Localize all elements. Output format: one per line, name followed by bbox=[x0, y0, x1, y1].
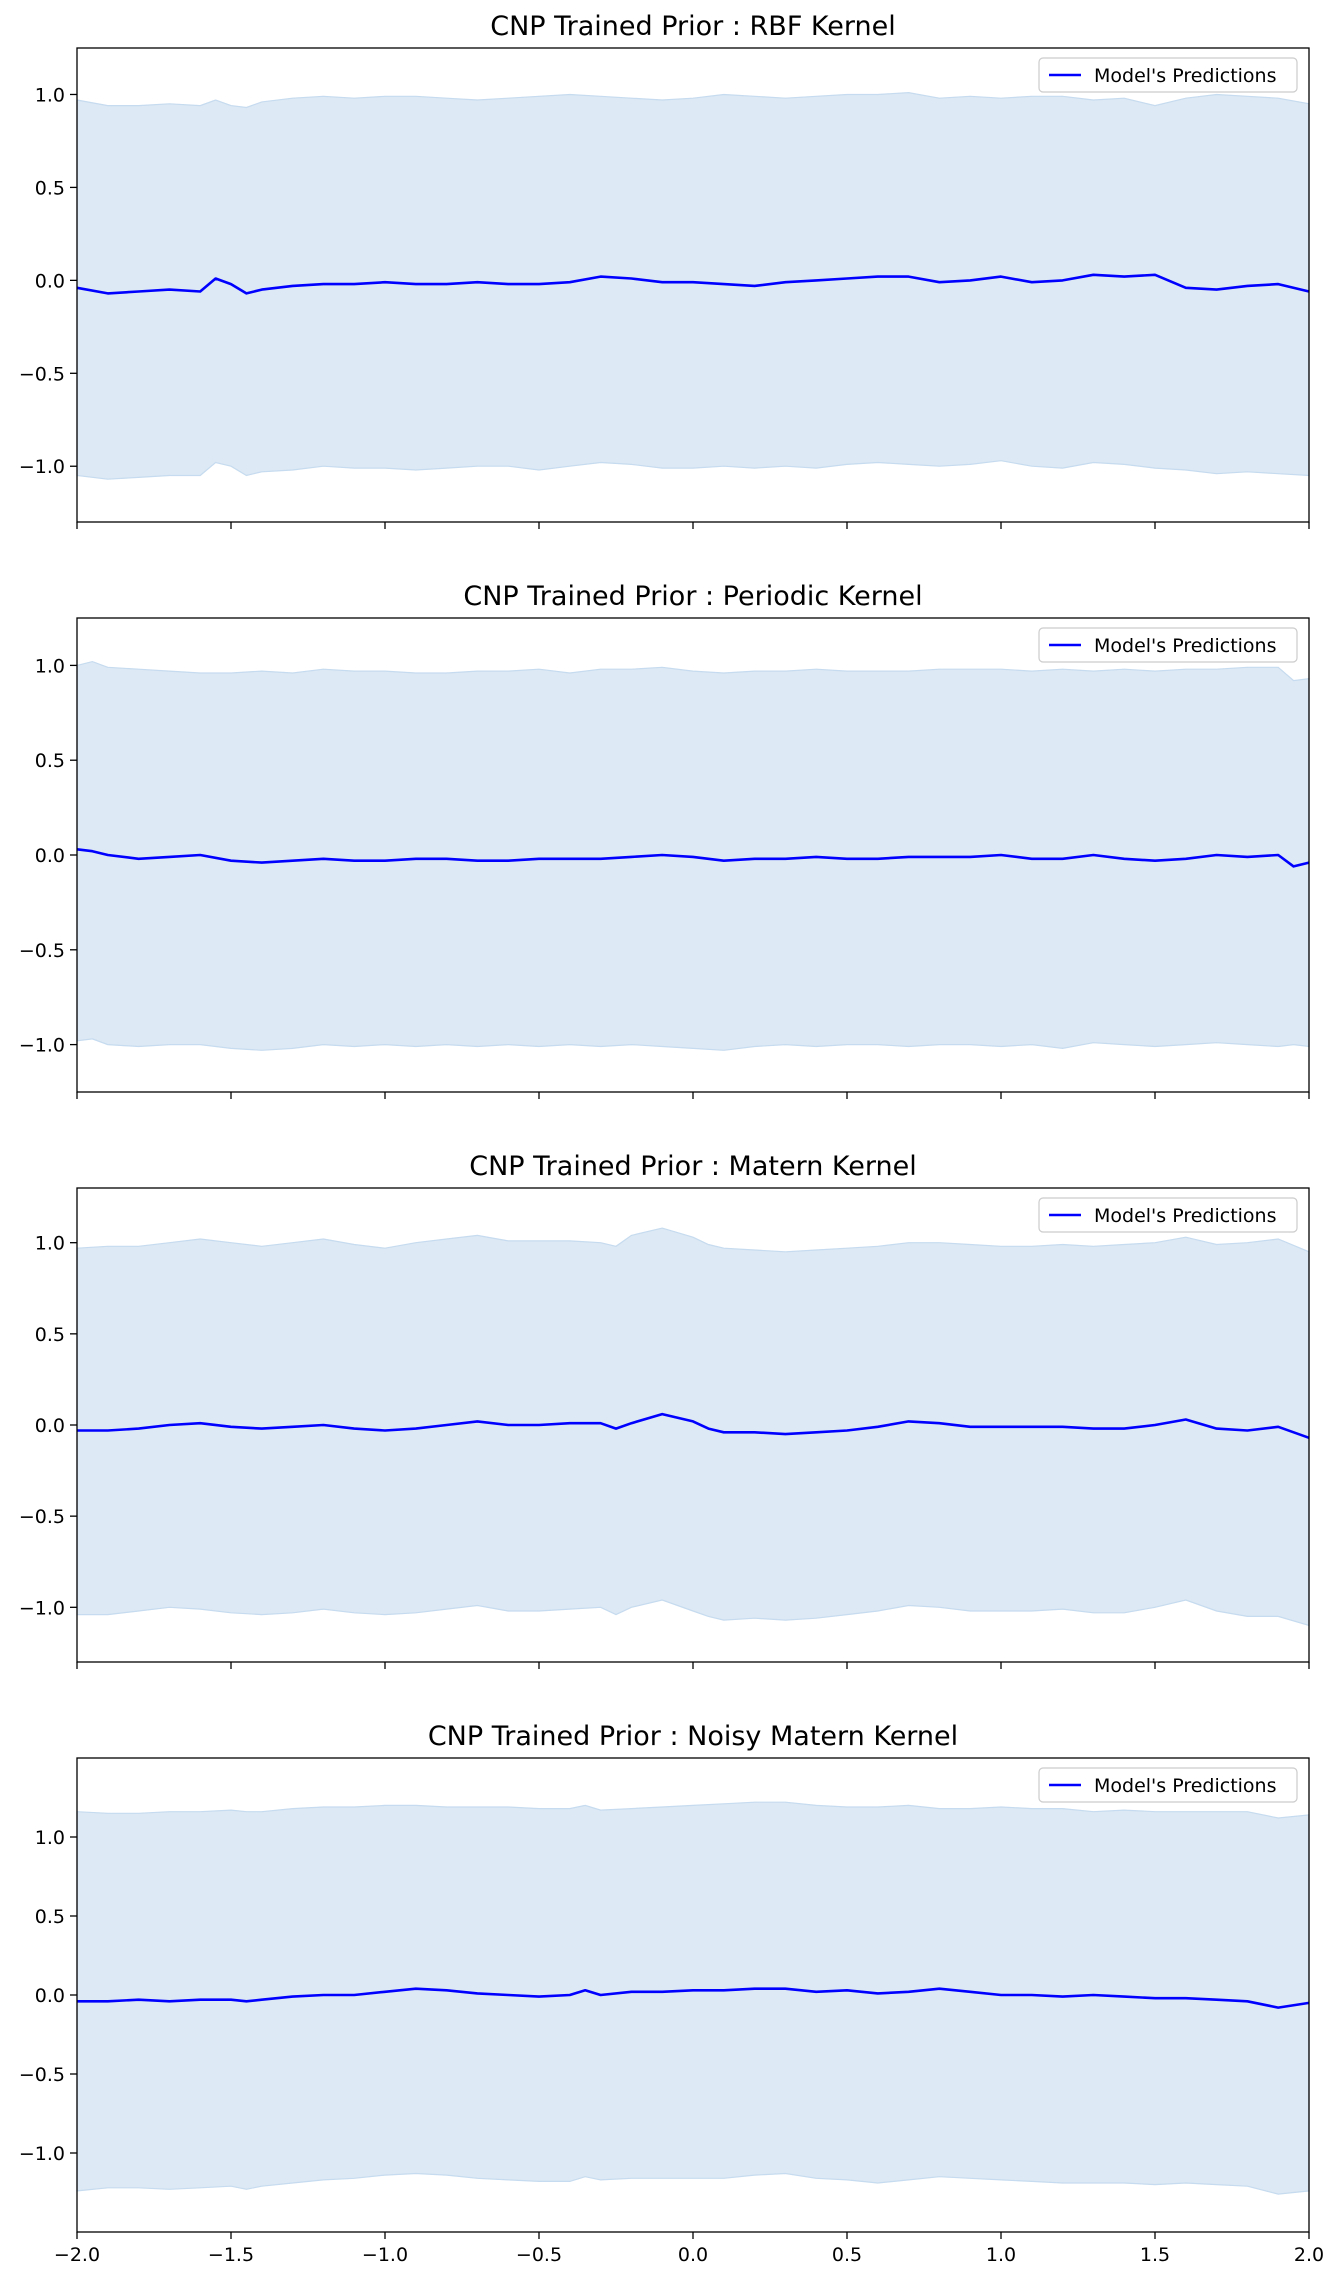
y-tick-label: 0.5 bbox=[35, 750, 65, 772]
chart-title: CNP Trained Prior : RBF Kernel bbox=[490, 11, 896, 42]
y-tick-label: 1.0 bbox=[35, 1827, 65, 1849]
legend-box bbox=[1038, 1767, 1298, 1803]
subplot-3: CNP Trained Prior : Matern Kernel 1.0 0.5 0… bbox=[19, 1151, 1310, 1669]
y-tick-label: 0.5 bbox=[35, 1906, 65, 1928]
x-tick-label: −1.5 bbox=[208, 2244, 254, 2266]
subplot-1: CNP Trained Prior : RBF Kernel 1.0 0.5 0.0 −… bbox=[19, 11, 1310, 529]
legend-label: Model's Predictions bbox=[1094, 1775, 1277, 1797]
prediction-line bbox=[76, 273, 1310, 295]
legend: Model's Predictions bbox=[1038, 1767, 1298, 1803]
y-tick-label: 1.0 bbox=[35, 84, 65, 106]
legend-label: Model's Predictions bbox=[1094, 65, 1277, 87]
y-tick-label: 0.0 bbox=[35, 1415, 65, 1437]
x-tick-label: 0.5 bbox=[832, 2244, 862, 2266]
x-tick-label: −0.5 bbox=[516, 2244, 562, 2266]
y-tick-label: −1.0 bbox=[19, 1597, 65, 1619]
legend-label: Model's Predictions bbox=[1094, 635, 1277, 657]
subplot-2: CNP Trained Prior : Periodic Kernel 1.0 0.… bbox=[19, 581, 1310, 1099]
y-tick-label: 0.0 bbox=[35, 1985, 65, 2007]
legend-box bbox=[1038, 627, 1298, 663]
subplot-4: CNP Trained Prior : Noisy Matern Kernel 1… bbox=[19, 1721, 1324, 2266]
x-tick-label: −1.0 bbox=[362, 2244, 408, 2266]
uncertainty-band bbox=[76, 1801, 1310, 2195]
legend: Model's Predictions bbox=[1038, 57, 1298, 93]
legend-label: Model's Predictions bbox=[1094, 1205, 1277, 1227]
y-tick-label: 0.5 bbox=[35, 1324, 65, 1346]
x-tick-label: 1.0 bbox=[986, 2244, 1016, 2266]
y-tick-label: 0.0 bbox=[35, 270, 65, 292]
legend: Model's Predictions bbox=[1038, 627, 1298, 663]
x-tick-label: 0.0 bbox=[678, 2244, 708, 2266]
y-tick-label: 0.5 bbox=[35, 177, 65, 199]
prediction-line bbox=[76, 848, 1310, 868]
y-tick-label: −1.0 bbox=[19, 2143, 65, 2165]
y-tick-label: 1.0 bbox=[35, 655, 65, 677]
prediction-line bbox=[77, 1412, 1310, 1440]
legend: Model's Predictions bbox=[1038, 1197, 1298, 1233]
y-tick-label: −1.0 bbox=[19, 1035, 65, 1057]
y-tick-label: −0.5 bbox=[19, 2064, 65, 2086]
chart-title: CNP Trained Prior : Noisy Matern Kernel bbox=[428, 1721, 958, 1752]
y-tick-label: 1.0 bbox=[35, 1233, 65, 1255]
legend-box bbox=[1038, 1197, 1298, 1233]
y-tick-label: −1.0 bbox=[19, 456, 65, 478]
chart-title: CNP Trained Prior : Periodic Kernel bbox=[463, 581, 922, 612]
x-tick-label: 2.0 bbox=[1294, 2244, 1324, 2266]
chart-title: CNP Trained Prior : Matern Kernel bbox=[469, 1151, 917, 1182]
y-tick-label: −0.5 bbox=[19, 940, 65, 962]
y-tick-label: 0.0 bbox=[35, 845, 65, 867]
x-tick-label: −2.0 bbox=[54, 2244, 100, 2266]
legend-box bbox=[1038, 57, 1298, 93]
y-tick-label: −0.5 bbox=[19, 1506, 65, 1528]
uncertainty-band bbox=[76, 1227, 1310, 1627]
x-tick-label: 1.5 bbox=[1140, 2244, 1170, 2266]
uncertainty-band bbox=[76, 91, 1310, 480]
y-tick-label: −0.5 bbox=[19, 363, 65, 385]
prediction-line bbox=[77, 1987, 1310, 2009]
